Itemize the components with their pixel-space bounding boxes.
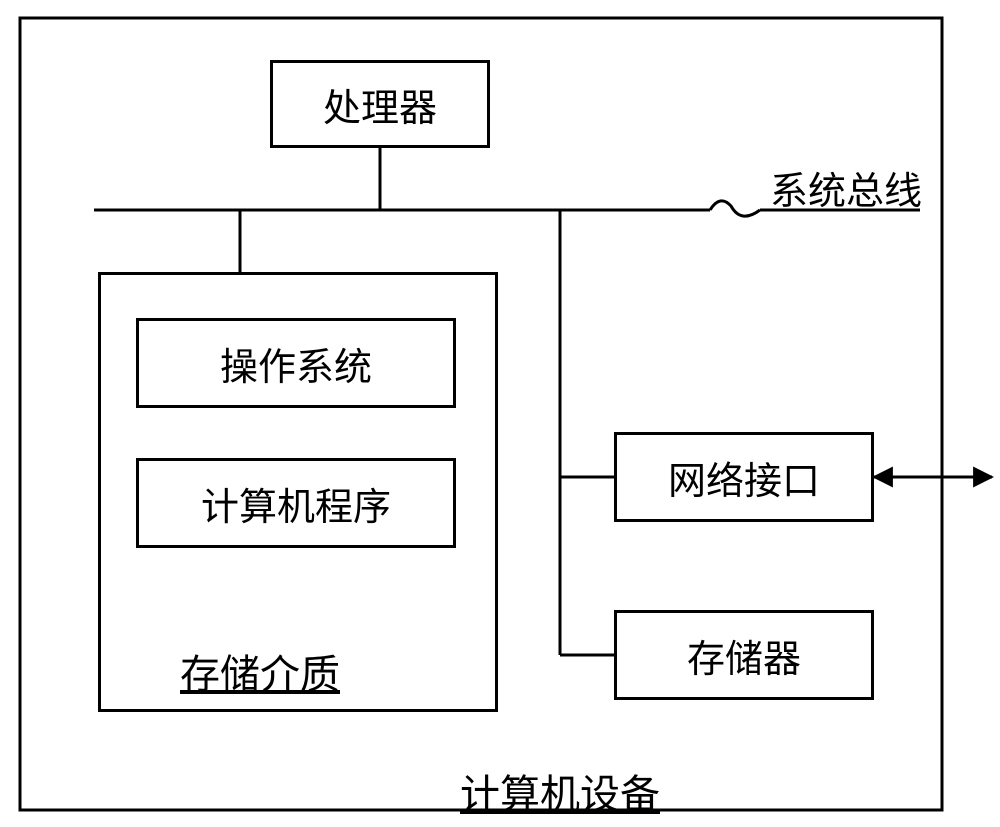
processor-block: 处理器: [270, 60, 490, 148]
network-interface-label: 网络接口: [668, 450, 820, 505]
memory-block: 存储器: [614, 610, 874, 700]
computer-device-diagram: 处理器 系统总线 存储介质 操作系统 计算机程序 网络接口 存储器 计算机设备: [0, 0, 1000, 827]
operating-system-label: 操作系统: [220, 336, 372, 391]
processor-label: 处理器: [323, 77, 437, 132]
computer-program-label: 计算机程序: [201, 476, 391, 531]
system-bus-label: 系统总线: [770, 160, 922, 215]
computer-program-block: 计算机程序: [136, 458, 456, 548]
network-interface-block: 网络接口: [614, 432, 874, 522]
memory-label: 存储器: [687, 628, 801, 683]
operating-system-block: 操作系统: [136, 318, 456, 408]
computer-device-label: 计算机设备: [460, 762, 660, 820]
storage-medium-label: 存储介质: [180, 642, 340, 700]
